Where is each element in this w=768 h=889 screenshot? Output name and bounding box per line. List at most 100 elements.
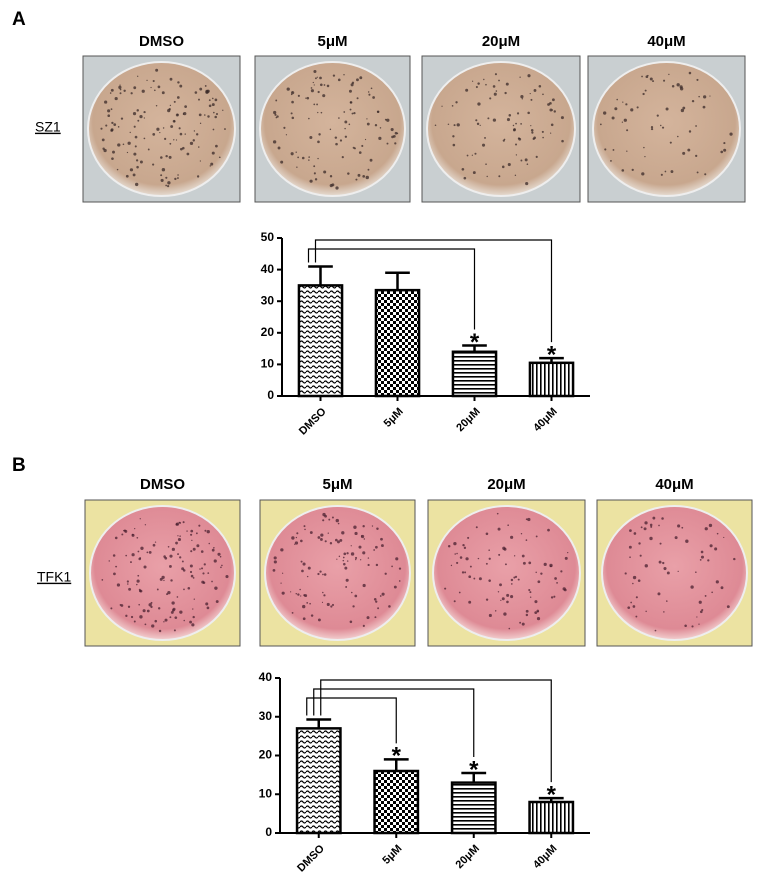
colony bbox=[346, 552, 349, 555]
colony bbox=[183, 619, 185, 622]
colony bbox=[174, 616, 178, 620]
colony bbox=[506, 118, 510, 122]
colony bbox=[303, 594, 306, 597]
colony bbox=[543, 562, 547, 566]
colony bbox=[347, 172, 350, 175]
colony bbox=[468, 575, 472, 579]
colony bbox=[152, 163, 155, 166]
colony bbox=[656, 114, 659, 117]
colony bbox=[120, 117, 124, 120]
colony bbox=[695, 154, 698, 158]
colony bbox=[364, 138, 367, 141]
colony bbox=[163, 579, 165, 582]
bracket bbox=[320, 679, 552, 783]
colony bbox=[213, 559, 217, 563]
colony bbox=[674, 536, 678, 540]
colony bbox=[162, 127, 165, 129]
colony bbox=[508, 114, 512, 117]
colony bbox=[640, 526, 643, 529]
colony bbox=[317, 111, 319, 114]
colony bbox=[322, 519, 325, 522]
image-label: DMSO bbox=[140, 476, 185, 493]
colony bbox=[338, 117, 340, 119]
colony bbox=[335, 518, 339, 523]
colony bbox=[120, 604, 124, 607]
colony bbox=[354, 531, 358, 536]
colony bbox=[622, 101, 624, 103]
colony bbox=[157, 85, 161, 89]
colony bbox=[444, 587, 447, 590]
colony bbox=[534, 600, 538, 604]
colony bbox=[612, 149, 615, 151]
panel-label: A bbox=[12, 9, 26, 30]
colony bbox=[324, 540, 327, 543]
dish bbox=[592, 61, 741, 197]
colony bbox=[182, 113, 185, 115]
colony bbox=[175, 522, 180, 526]
colony bbox=[177, 174, 179, 176]
significance: * bbox=[470, 329, 480, 356]
colony bbox=[520, 123, 522, 125]
colony bbox=[172, 119, 176, 123]
colony bbox=[167, 109, 171, 113]
colony bbox=[452, 143, 456, 147]
colony bbox=[353, 147, 356, 150]
colony bbox=[487, 117, 490, 120]
colony bbox=[529, 92, 531, 95]
colony bbox=[306, 575, 309, 578]
colony bbox=[644, 564, 648, 568]
colony bbox=[633, 532, 637, 535]
colony bbox=[720, 586, 724, 590]
colony bbox=[158, 629, 162, 633]
colony bbox=[320, 533, 324, 537]
colony bbox=[126, 151, 129, 154]
colony bbox=[170, 579, 173, 582]
colony bbox=[359, 76, 363, 80]
colony bbox=[134, 135, 138, 139]
colony bbox=[635, 615, 638, 618]
colony bbox=[644, 155, 646, 158]
colony bbox=[203, 114, 206, 116]
colony bbox=[394, 131, 398, 135]
colony bbox=[463, 176, 467, 180]
colony bbox=[506, 600, 509, 604]
colony bbox=[177, 535, 179, 537]
colony bbox=[192, 608, 194, 610]
colony bbox=[107, 109, 111, 113]
colony bbox=[501, 597, 505, 601]
colony bbox=[549, 565, 552, 568]
colony bbox=[291, 611, 294, 614]
colony bbox=[564, 556, 568, 560]
colony bbox=[322, 591, 324, 594]
colony bbox=[458, 591, 461, 594]
image-label: DMSO bbox=[139, 33, 184, 50]
colony bbox=[361, 144, 364, 148]
colony bbox=[462, 543, 465, 547]
colony bbox=[632, 582, 634, 585]
colony bbox=[599, 123, 602, 126]
colony bbox=[323, 594, 326, 597]
colony bbox=[124, 529, 128, 533]
colony bbox=[528, 561, 532, 565]
colony bbox=[475, 119, 478, 122]
colony bbox=[104, 100, 108, 104]
colony bbox=[488, 549, 490, 551]
colony bbox=[139, 115, 143, 119]
colony bbox=[211, 151, 215, 155]
colony bbox=[219, 555, 222, 558]
colony bbox=[368, 93, 371, 96]
colony bbox=[159, 577, 163, 581]
colony bbox=[530, 125, 532, 127]
colony bbox=[696, 616, 698, 618]
colony bbox=[537, 580, 541, 584]
colony bbox=[144, 524, 147, 526]
colony bbox=[126, 580, 129, 583]
dish bbox=[87, 61, 236, 197]
colony bbox=[362, 551, 366, 555]
colony bbox=[156, 127, 160, 131]
y-tick-label: 10 bbox=[261, 357, 275, 371]
colony bbox=[173, 629, 176, 632]
colony bbox=[328, 518, 331, 521]
colony bbox=[177, 81, 180, 84]
